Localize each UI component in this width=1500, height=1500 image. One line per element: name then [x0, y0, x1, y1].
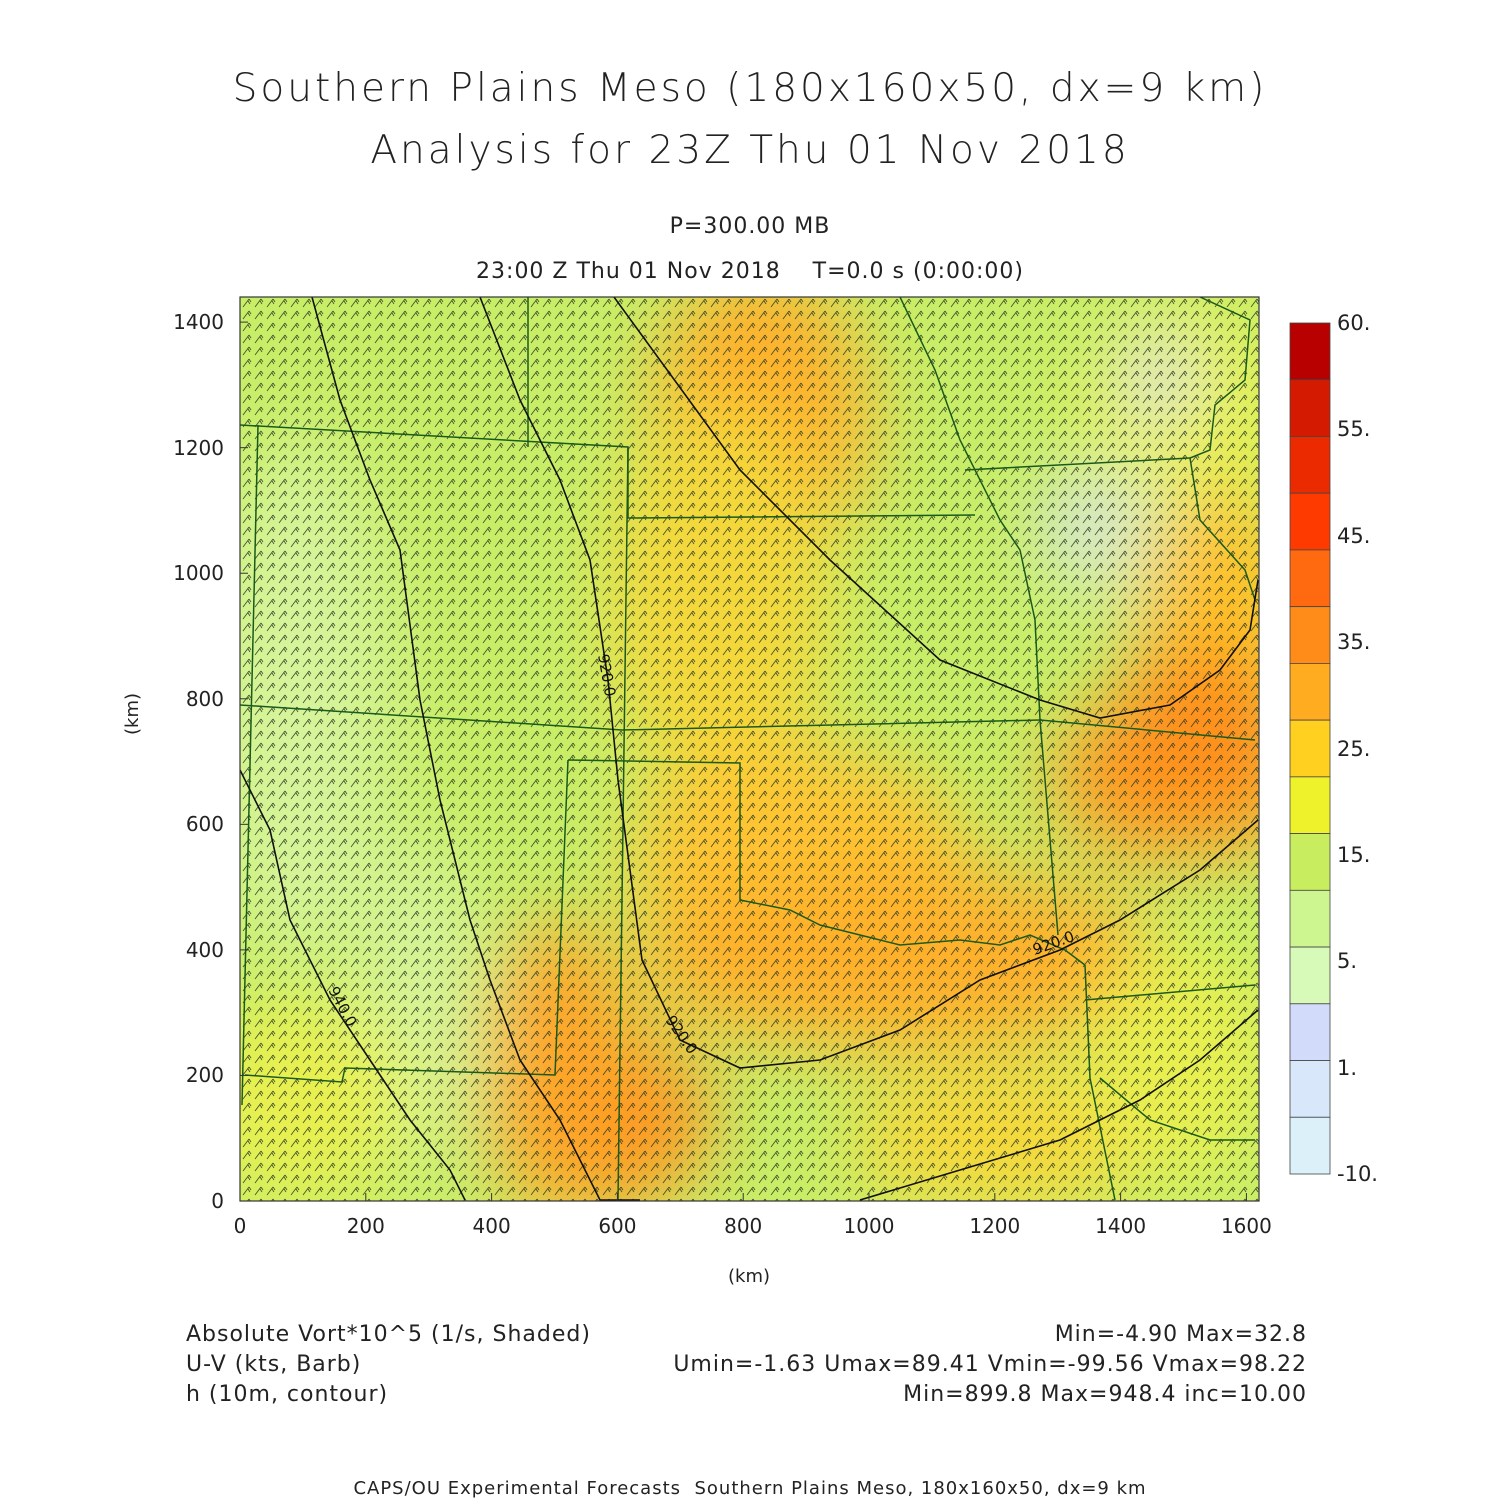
- x-axis-label: (km): [728, 1266, 771, 1287]
- y-tick-label: 600: [185, 812, 224, 837]
- footer-credit: CAPS/OU Experimental Forecasts Southern …: [353, 1478, 1147, 1499]
- x-tick-label: 200: [346, 1214, 385, 1238]
- x-tick-label: 1200: [969, 1214, 1021, 1238]
- colorbar-swatch: [1289, 663, 1331, 721]
- colorbar-swatch: [1289, 322, 1331, 381]
- colorbar: [1289, 322, 1331, 1175]
- colorbar-swatch: [1289, 1003, 1331, 1061]
- colorbar-swatch: [1289, 606, 1331, 664]
- legend-wind-range: Umin=-1.63 Umax=89.41 Vmin=-99.56 Vmax=9…: [673, 1352, 1307, 1377]
- colorbar-swatch: [1289, 719, 1331, 778]
- colorbar-label: 25.: [1337, 736, 1371, 761]
- colorbar-swatch: [1289, 436, 1331, 494]
- colorbar-label: 35.: [1337, 630, 1371, 655]
- valid-time-label: 23:00 Z Thu 01 Nov 2018 T=0.0 s (0:00:00…: [476, 259, 1024, 284]
- x-tick-label: 1400: [1095, 1214, 1147, 1238]
- height-contours: [240, 297, 1259, 1201]
- colorbar-swatch: [1289, 776, 1331, 834]
- plot-frame: [239, 296, 1260, 1202]
- y-tick-label: 800: [185, 686, 224, 711]
- y-tick-label: 1000: [173, 561, 224, 586]
- x-tick-label: 800: [724, 1214, 763, 1238]
- legend-height: h (10m, contour): [186, 1382, 389, 1407]
- y-tick-label: 200: [185, 1063, 224, 1088]
- plot-subtitle: Analysis for 23Z Thu 01 Nov 2018: [370, 128, 1130, 173]
- tick-marks: [239, 321, 1247, 1202]
- y-tick-label: 400: [185, 937, 224, 962]
- contour-930-east: [859, 1009, 1259, 1201]
- colorbar-swatch: [1289, 549, 1331, 608]
- contour-930: [311, 297, 640, 1201]
- colorbar-label: -10.: [1337, 1162, 1378, 1186]
- colorbar-swatch: [1289, 946, 1331, 1005]
- colorbar-label: 55.: [1337, 417, 1371, 442]
- colorbar-swatch: [1289, 833, 1331, 891]
- x-tick-label: 1600: [1220, 1214, 1272, 1238]
- legend-vorticity-range: Min=-4.90 Max=32.8: [1054, 1322, 1307, 1347]
- vorticity-shading: [240, 297, 1259, 1201]
- colorbar-swatch: [1289, 1116, 1331, 1175]
- colorbar-label: 45.: [1337, 523, 1371, 548]
- x-tick-label: 400: [472, 1214, 511, 1238]
- plot-title: Southern Plains Meso (180x160x50, dx=9 k…: [232, 66, 1268, 111]
- colorbar-swatch: [1289, 889, 1331, 948]
- contour-910: [613, 297, 1259, 719]
- y-tick-label: 1400: [173, 310, 224, 335]
- x-tick-label: 0: [233, 1214, 247, 1238]
- colorbar-swatch: [1289, 1060, 1331, 1118]
- colorbar-label: 60.: [1337, 311, 1371, 335]
- colorbar-swatch: [1289, 492, 1331, 551]
- contour-920: [479, 297, 1259, 1069]
- legend-wind: U-V (kts, Barb): [186, 1352, 362, 1377]
- x-tick-label: 1000: [843, 1214, 895, 1238]
- colorbar-label: 5.: [1337, 949, 1358, 974]
- y-tick-label: 1200: [173, 435, 224, 460]
- x-tick-label: 600: [598, 1214, 637, 1238]
- colorbar-swatch: [1289, 379, 1331, 437]
- contour-940: [240, 769, 466, 1201]
- colorbar-label: 15.: [1337, 842, 1371, 867]
- pressure-level-label: P=300.00 MB: [669, 214, 831, 239]
- legend-vorticity: Absolute Vort*10^5 (1/s, Shaded): [186, 1322, 591, 1347]
- legend-height-range: Min=899.8 Max=948.4 inc=10.00: [903, 1382, 1307, 1407]
- colorbar-label: 1.: [1337, 1055, 1358, 1080]
- y-tick-label: 0: [211, 1189, 224, 1213]
- y-axis-label: (km): [122, 692, 143, 735]
